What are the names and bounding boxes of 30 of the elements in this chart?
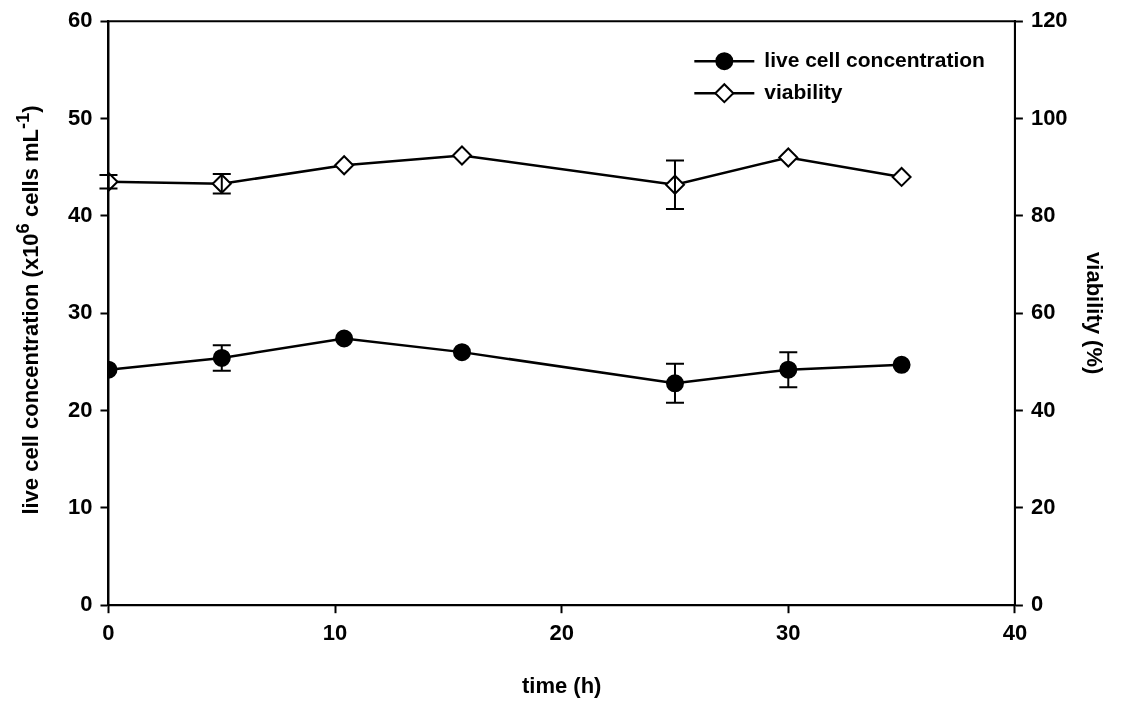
y2-axis-title: viability (%) (1081, 252, 1107, 375)
y-tick-label: 20 (67, 396, 93, 422)
x-tick-label: 10 (322, 620, 348, 646)
x-axis-title: time (h) (521, 672, 602, 698)
y-tick-label: 50 (67, 104, 93, 130)
y2-tick-label: 40 (1030, 396, 1056, 422)
point (891, 166, 912, 187)
legend-label: live cell concentration (764, 48, 985, 71)
y-tick-label: 0 (80, 591, 93, 617)
y2-tick-label: 120 (1030, 7, 1068, 33)
point (452, 343, 471, 362)
y2-tick-label: 20 (1030, 493, 1056, 519)
y2-tick-label: 80 (1030, 201, 1056, 227)
y-tick-label: 10 (67, 493, 93, 519)
y-tick-label: 40 (67, 201, 93, 227)
x-tick-label: 0 (102, 620, 115, 646)
x-tick-label: 30 (776, 620, 801, 646)
y-tick-label: 60 (67, 7, 93, 33)
point (334, 155, 355, 176)
x-tick-label: 40 (1002, 620, 1028, 646)
y-tick-label: 30 (67, 299, 93, 325)
point (892, 355, 911, 374)
point (778, 147, 799, 168)
y2-tick-label: 100 (1030, 104, 1068, 130)
point (451, 145, 472, 166)
y2-tick-label: 0 (1030, 591, 1044, 617)
y2-tick-label: 60 (1030, 299, 1056, 325)
point (335, 329, 354, 348)
x-tick-label: 20 (549, 620, 574, 646)
legend-label: viability (764, 80, 843, 103)
